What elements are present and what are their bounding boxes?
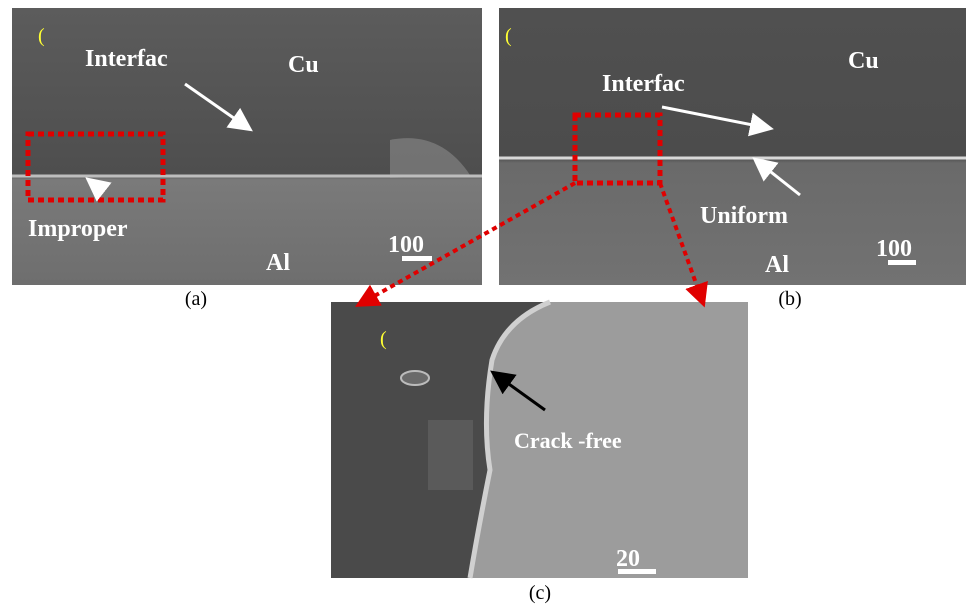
scale-bar [618, 569, 656, 574]
marker: ( [38, 25, 45, 47]
scale-bar [888, 260, 916, 265]
scale-bar-label: 100 [388, 232, 424, 258]
material-bottom: Al [266, 250, 290, 276]
panel-a: ( Interfac Cu Improper 100 Al (a) [12, 8, 482, 310]
scale-bar-label: 100 [876, 236, 912, 262]
texture [428, 420, 473, 490]
material-top: Cu [288, 52, 319, 78]
interface-label: Interfac [602, 71, 685, 97]
feature-label: Improper [28, 216, 128, 242]
feature-label: Crack -free [514, 428, 622, 453]
marker: ( [505, 25, 512, 47]
marker: ( [380, 328, 387, 350]
interface-label: Interfac [85, 46, 168, 72]
material-bottom: Al [765, 252, 789, 278]
caption: (a) [185, 288, 207, 310]
panel-b: ( Interfac Cu Uniform 100 Al (b) [499, 8, 966, 310]
particle [401, 371, 429, 385]
caption: (b) [778, 288, 801, 310]
caption: (c) [529, 582, 551, 604]
figure: ( Interfac Cu Improper 100 Al (a) ( Inte… [0, 0, 967, 607]
panel-c: ( Crack -free 20 (c) [331, 302, 748, 604]
material-top: Cu [848, 48, 879, 74]
feature-label: Uniform [700, 203, 788, 229]
scale-bar-label: 20 [616, 546, 640, 572]
scale-bar [402, 256, 432, 261]
